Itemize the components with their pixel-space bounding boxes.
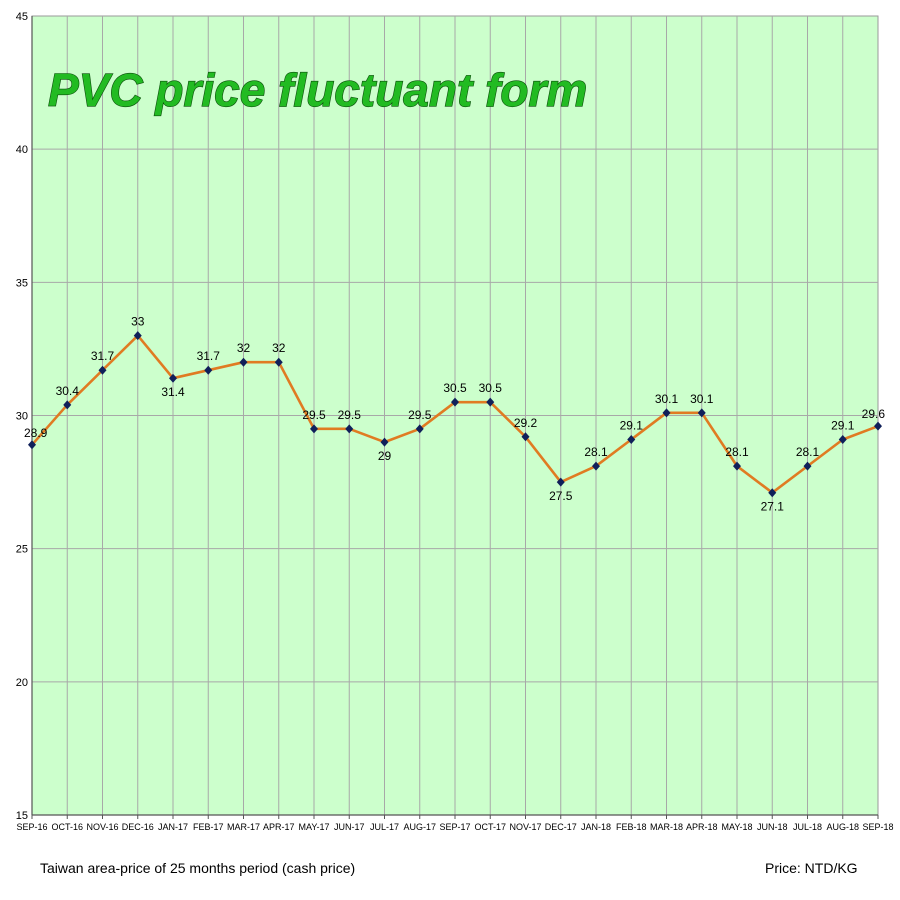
- data-point-marker: [204, 365, 213, 375]
- data-label: 31.4: [161, 385, 185, 399]
- data-label: 27.5: [549, 489, 573, 503]
- x-tick-label: JUN-18: [757, 822, 788, 832]
- data-point-marker: [169, 373, 177, 383]
- x-tick-label: MAY-18: [721, 822, 752, 832]
- data-label: 27.1: [761, 500, 785, 514]
- footnote-unit: Price: NTD/KG: [765, 860, 858, 876]
- data-point-marker: [592, 461, 600, 471]
- data-point-marker: [521, 432, 530, 442]
- data-point-marker: [874, 421, 882, 431]
- data-point-marker: [768, 488, 777, 498]
- data-point-marker: [98, 365, 107, 375]
- x-tick-label: MAR-18: [650, 822, 683, 832]
- data-point-marker: [239, 357, 248, 367]
- data-point-marker: [803, 461, 812, 471]
- data-label: 30.1: [690, 392, 714, 406]
- x-tick-label: OCT-16: [51, 822, 83, 832]
- x-tick-label: FEB-17: [193, 822, 224, 832]
- data-label: 31.7: [91, 349, 115, 363]
- data-label: 28.1: [584, 445, 608, 459]
- data-label: 30.4: [56, 384, 80, 398]
- y-tick-label: 20: [16, 677, 28, 689]
- y-tick-label: 40: [16, 144, 28, 156]
- x-tick-label: AUG-18: [826, 822, 859, 832]
- x-tick-label: SEP-17: [439, 822, 470, 832]
- data-point-marker: [697, 408, 706, 418]
- x-tick-label: FEB-18: [616, 822, 647, 832]
- data-point-marker: [556, 477, 565, 487]
- data-label: 29.6: [862, 407, 886, 421]
- x-tick-label: JUN-17: [334, 822, 365, 832]
- data-point-marker: [486, 397, 495, 407]
- data-point-marker: [274, 357, 283, 367]
- data-points: [28, 331, 882, 498]
- x-tick-label: JAN-18: [581, 822, 611, 832]
- data-label: 29.1: [620, 418, 644, 432]
- x-tick-label: APR-18: [686, 822, 718, 832]
- y-tick-label: 15: [16, 810, 28, 822]
- x-tick-label: DEC-17: [545, 822, 577, 832]
- x-tick-label: OCT-17: [474, 822, 506, 832]
- data-label: 28.1: [796, 445, 820, 459]
- data-label: 29.5: [302, 408, 326, 422]
- chart-title: PVC price fluctuant form: [48, 64, 587, 116]
- x-tick-label: NOV-17: [509, 822, 541, 832]
- data-point-marker: [627, 434, 636, 444]
- y-tick-label: 45: [16, 11, 28, 23]
- x-tick-label: APR-17: [263, 822, 295, 832]
- data-point-marker: [310, 424, 318, 434]
- y-tick-label: 25: [16, 544, 28, 556]
- x-tick-label: MAY-17: [298, 822, 329, 832]
- data-label: 31.7: [197, 349, 221, 363]
- data-label: 30.5: [479, 381, 503, 395]
- x-tick-label: NOV-16: [86, 822, 118, 832]
- data-point-marker: [838, 434, 847, 444]
- y-tick-label: 35: [16, 277, 28, 289]
- data-label: 28.1: [725, 445, 749, 459]
- x-tick-label: SEP-18: [862, 822, 893, 832]
- axes: 15 20 25 30 35 40 45 SEP-16 OCT-16 NOV-16 DEC-16 JA…: [16, 11, 894, 832]
- data-point-marker: [63, 400, 72, 410]
- footnote-source: Taiwan area-price of 25 months period (c…: [40, 860, 355, 876]
- x-tick-label: SEP-16: [16, 822, 47, 832]
- data-labels: 28.9 30.4 31.7 33 31.4 31.7 32 32 29.5 29.5 29 29.5…: [24, 315, 885, 514]
- x-tick-label: AUG-17: [403, 822, 436, 832]
- data-label: 29.2: [514, 416, 538, 430]
- data-point-marker: [28, 440, 36, 450]
- data-point-marker: [662, 408, 671, 418]
- data-label: 29.1: [831, 418, 855, 432]
- x-tick-label: DEC-16: [122, 822, 154, 832]
- data-point-marker: [451, 397, 459, 407]
- data-label: 30.1: [655, 392, 679, 406]
- data-point-marker: [345, 424, 354, 434]
- data-label: 33: [131, 315, 145, 329]
- data-label: 30.5: [443, 381, 467, 395]
- x-tick-label: JUL-18: [793, 822, 822, 832]
- data-point-marker: [380, 437, 389, 447]
- data-point-marker: [415, 424, 424, 434]
- data-label: 29: [378, 449, 392, 463]
- data-point-marker: [733, 461, 741, 471]
- x-tick-label: JAN-17: [158, 822, 188, 832]
- x-tick-label: JUL-17: [370, 822, 399, 832]
- data-label: 28.9: [24, 426, 48, 440]
- data-point-marker: [133, 331, 142, 341]
- x-tick-label: MAR-17: [227, 822, 260, 832]
- data-label: 29.5: [408, 408, 432, 422]
- data-label: 32: [237, 341, 251, 355]
- data-label: 32: [272, 341, 286, 355]
- data-label: 29.5: [338, 408, 362, 422]
- y-tick-label: 30: [16, 411, 28, 423]
